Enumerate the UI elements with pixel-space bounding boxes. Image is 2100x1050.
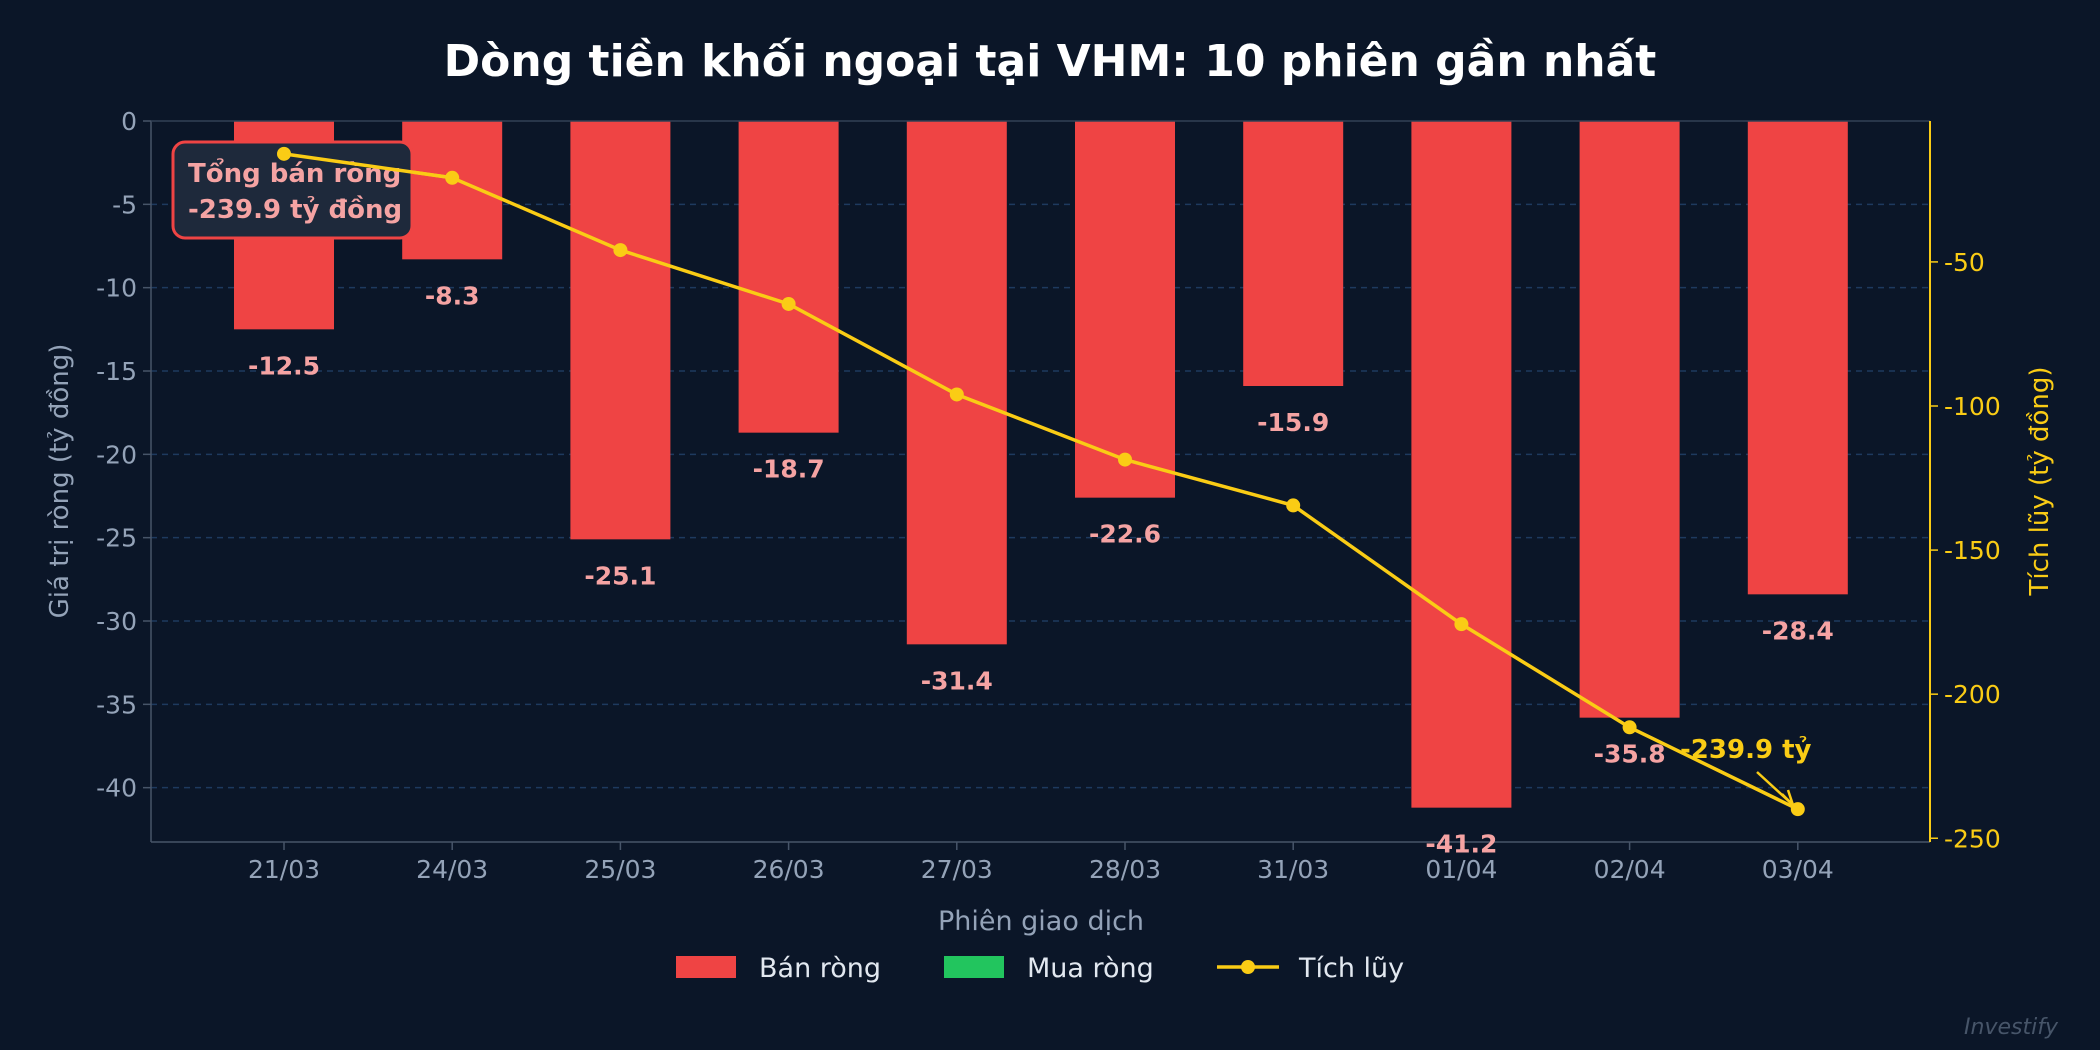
y-tick-label: -25 [96, 524, 137, 553]
cumulative-line-path [283, 152, 1799, 811]
legend-swatch-buy [944, 956, 1004, 978]
legend-label-sell: Bán ròng [759, 953, 881, 984]
legend-label-cumulative: Tích lũy [1298, 953, 1404, 984]
cumulative-point [613, 243, 628, 258]
arrow-head-icon [1781, 789, 1795, 806]
y-tick-label: -35 [96, 690, 137, 719]
bar-value-label: -15.9 [1257, 408, 1329, 437]
bar-value-label: -18.7 [753, 455, 825, 484]
x-tick-label: 03/04 [1762, 855, 1834, 884]
y2-tick-label: -150 [1944, 536, 2001, 565]
data-labels: -12.5 -8.3 -25.1 -18.7 -31.4 -22.6 -15.9 -41.2 -… [248, 281, 1834, 858]
cumulative-point [1622, 720, 1637, 735]
legend-swatch-sell [676, 956, 736, 978]
x-tick-label: 28/03 [1089, 855, 1161, 884]
cumulative-line [277, 146, 1805, 817]
legend-label-buy: Mua ròng [1027, 953, 1154, 984]
x-tick-label: 31/03 [1257, 855, 1329, 884]
x-tick-label: 26/03 [753, 855, 825, 884]
cumulative-point [949, 387, 964, 402]
bar [1579, 121, 1680, 718]
summary-box [171, 140, 414, 240]
x-tick-label: 21/03 [248, 855, 320, 884]
bar-value-label: -35.8 [1594, 740, 1666, 769]
axes: 0 -5 -10 -15 -20 -25 -30 -35 -40 -50 -100 -150 -200 -… [96, 107, 2001, 884]
cumulative-point [1286, 498, 1301, 513]
bar-value-label: -22.6 [1089, 520, 1161, 549]
bar [906, 121, 1007, 645]
x-tick-label: 24/03 [416, 855, 488, 884]
y-axis-label: Giá trị ròng (tỷ đồng) [45, 344, 75, 619]
y2-tick-label: -50 [1944, 248, 1985, 277]
bar [738, 121, 839, 433]
bar [402, 121, 503, 260]
chart-title: Dòng tiền khối ngoại tại VHM: 10 phiên g… [444, 36, 1657, 87]
y2-tick-label: -200 [1944, 680, 2001, 709]
x-tick-label: 02/04 [1594, 855, 1666, 884]
bar [1411, 121, 1512, 808]
cumulative-segment-first [283, 152, 453, 180]
cumulative-point [1118, 452, 1132, 467]
bar [1747, 121, 1848, 595]
bar-value-label: -28.4 [1762, 616, 1834, 645]
y-tick-label: -5 [112, 190, 137, 219]
bar-value-label: -8.3 [425, 281, 480, 310]
legend: Bán ròng Mua ròng Tích lũy [676, 953, 1404, 984]
bar-value-label: -41.2 [1425, 830, 1497, 859]
y-tick-label: 0 [121, 107, 137, 136]
summary-annotation: Tổng bán ròng -239.9 tỷ đồng [171, 140, 414, 240]
cumulative-point [781, 296, 796, 311]
x-axis-label: Phiên giao dịch [938, 906, 1144, 937]
x-tick-label: 01/04 [1425, 855, 1497, 884]
y-tick-label: -40 [96, 774, 137, 803]
bar-value-label: -12.5 [248, 351, 320, 380]
y-tick-label: -10 [96, 274, 137, 303]
y2-tick-label: -250 [1944, 824, 2001, 853]
bar [1243, 121, 1344, 386]
cumulative-point [1454, 617, 1469, 632]
cumulative-point [1790, 802, 1805, 817]
y2-axis-label: Tích lũy (tỷ đồng) [2025, 366, 2055, 596]
last-point-label: -239.9 tỷ [1680, 735, 1812, 765]
y2-tick-label: -100 [1944, 392, 2001, 421]
y-tick-label: -20 [96, 440, 137, 469]
y-tick-label: -30 [96, 607, 137, 636]
last-point-annotation: -239.9 tỷ [1680, 735, 1812, 806]
bars [234, 121, 1848, 808]
legend-marker-cumulative [1241, 960, 1255, 974]
bar-value-label: -25.1 [584, 561, 656, 590]
bar [1075, 121, 1175, 498]
x-tick-label: 25/03 [584, 855, 656, 884]
y-tick-label: -15 [96, 357, 137, 386]
x-tick-label: 27/03 [921, 855, 993, 884]
bar-value-label: -31.4 [921, 666, 993, 695]
summary-line-1: Tổng bán ròng [188, 156, 401, 189]
summary-line-2: -239.9 tỷ đồng [188, 194, 402, 225]
watermark: Investify [1964, 1015, 2059, 1040]
bar [570, 121, 671, 540]
